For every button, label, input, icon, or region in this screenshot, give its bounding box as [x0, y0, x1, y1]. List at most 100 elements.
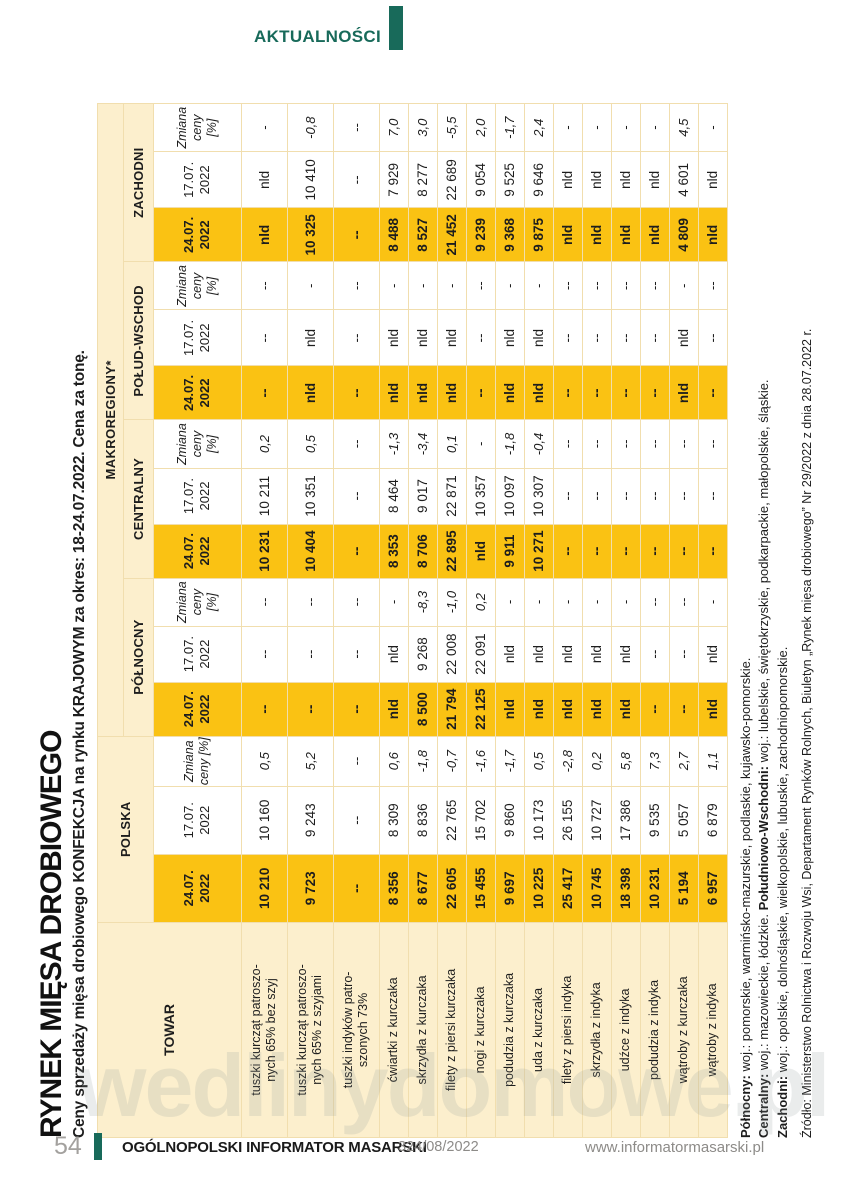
value-current: -- — [698, 365, 727, 420]
value-previous: 4 601 — [669, 151, 698, 208]
value-change: 0,1 — [437, 419, 466, 469]
product-name: filety z piersi kurczaka — [437, 922, 466, 1138]
value-previous: -- — [640, 309, 669, 366]
value-current: 8 706 — [408, 524, 437, 579]
value-change: -0,8 — [287, 103, 333, 152]
product-row: udźce z indyka 18 398 17 386 5,8 nld nld - -- --… — [611, 103, 640, 1138]
product-row: filety z piersi kurczaka 22 605 22 765 -0,7… — [437, 103, 466, 1138]
date-header-previous: 17.07. 2022 — [153, 309, 241, 366]
product-row: skrzydła z kurczaka 8 677 8 836 -1,8 8 500 9 … — [408, 103, 437, 1138]
value-current: 4 809 — [669, 207, 698, 262]
value-previous: 10 211 — [241, 468, 287, 525]
date-header-change: Zmiana ceny [%] — [153, 736, 241, 787]
value-previous: nld — [582, 151, 611, 208]
value-previous: -- — [698, 468, 727, 525]
value-previous: 17 386 — [611, 786, 640, 855]
value-change: - — [287, 261, 333, 310]
value-previous: 9 860 — [495, 786, 524, 855]
value-change: - — [553, 103, 582, 152]
value-previous: 9 054 — [466, 151, 495, 208]
value-current: -- — [669, 524, 698, 579]
value-previous: -- — [333, 786, 379, 855]
value-previous: -- — [611, 309, 640, 366]
value-current: -- — [698, 524, 727, 579]
value-current: nld — [408, 365, 437, 420]
region-header-zachodni: ZACHODNI — [123, 103, 153, 262]
product-row: tuszki kurcząt patroszo- nych 65% bez sz… — [241, 103, 287, 1138]
value-change: -- — [611, 261, 640, 310]
product-name: skrzydła z kurczaka — [408, 922, 437, 1138]
value-previous: 22 871 — [437, 468, 466, 525]
value-current: nld — [582, 207, 611, 262]
makroregiony-header: MAKROREGIONY* — [97, 103, 123, 737]
value-current: nld — [640, 207, 669, 262]
value-change: -- — [669, 578, 698, 627]
value-change: -0,7 — [437, 736, 466, 787]
value-current: 9 239 — [466, 207, 495, 262]
page-subtitle: Ceny sprzedaży mięsa drobiowego KONFEKCJ… — [70, 350, 88, 1138]
value-change: -- — [669, 419, 698, 469]
product-row: filety z piersi indyka 25 417 26 155 -2,8 nl… — [553, 103, 582, 1138]
value-current: 8 527 — [408, 207, 437, 262]
product-name: tuszki kurcząt patroszo- nych 65% z szyj… — [287, 922, 333, 1138]
product-name: wątroby z indyka — [698, 922, 727, 1138]
value-previous: 9 535 — [640, 786, 669, 855]
value-current: -- — [640, 682, 669, 737]
region-header-polud-wschod: POŁUD-WSCHOD — [123, 261, 153, 420]
value-current: nld — [611, 207, 640, 262]
value-change: - — [669, 261, 698, 310]
value-previous: 8 836 — [408, 786, 437, 855]
value-previous: 9 268 — [408, 626, 437, 683]
value-change: -1,3 — [379, 419, 408, 469]
value-change: - — [582, 578, 611, 627]
value-previous: nld — [553, 626, 582, 683]
value-previous: 9 017 — [408, 468, 437, 525]
date-header-current: 24.07. 2022 — [153, 682, 241, 737]
value-current: 6 957 — [698, 854, 727, 923]
value-change: - — [582, 103, 611, 152]
value-previous: -- — [611, 468, 640, 525]
value-change: -1,6 — [466, 736, 495, 787]
value-change: -1,0 — [437, 578, 466, 627]
value-current: nld — [287, 365, 333, 420]
value-change: - — [379, 578, 408, 627]
value-change: -1,7 — [495, 736, 524, 787]
value-current: 10 210 — [241, 854, 287, 923]
value-change: - — [553, 578, 582, 627]
value-change: - — [466, 419, 495, 469]
value-change: - — [241, 103, 287, 152]
value-previous: 6 879 — [698, 786, 727, 855]
footnote-polnocny: Północny: woj.: pomorskie, warmińsko-maz… — [737, 657, 753, 1138]
value-current: 10 404 — [287, 524, 333, 579]
footer-bar-decoration — [94, 1133, 102, 1160]
value-current: nld — [437, 365, 466, 420]
value-current: nld — [669, 365, 698, 420]
value-previous: 10 097 — [495, 468, 524, 525]
value-change: 7,0 — [379, 103, 408, 152]
value-current: nld — [495, 365, 524, 420]
product-row: tuszki indyków patro- szonych 73% -- -- -- -… — [333, 103, 379, 1138]
value-current: -- — [640, 524, 669, 579]
value-current: -- — [582, 524, 611, 579]
value-current: nld — [379, 682, 408, 737]
value-current: 8 500 — [408, 682, 437, 737]
value-current: -- — [669, 682, 698, 737]
value-current: 9 723 — [287, 854, 333, 923]
product-name: tuszki indyków patro- szonych 73% — [333, 922, 379, 1138]
value-previous: -- — [669, 626, 698, 683]
value-current: nld — [698, 207, 727, 262]
value-previous: 15 702 — [466, 786, 495, 855]
value-previous: 22 689 — [437, 151, 466, 208]
value-change: -2,8 — [553, 736, 582, 787]
value-change: -8,3 — [408, 578, 437, 627]
value-previous: -- — [333, 309, 379, 366]
value-change: -0,4 — [524, 419, 553, 469]
value-previous: -- — [333, 468, 379, 525]
date-header-change: Zmiana ceny [%] — [153, 103, 241, 152]
value-previous: -- — [553, 309, 582, 366]
value-change: - — [495, 261, 524, 310]
value-previous: -- — [582, 309, 611, 366]
section-bar-decoration — [389, 6, 403, 50]
product-row: wątroby z kurczaka 5 194 5 057 2,7 -- -- -- -- -… — [669, 103, 698, 1138]
value-current: 10 325 — [287, 207, 333, 262]
